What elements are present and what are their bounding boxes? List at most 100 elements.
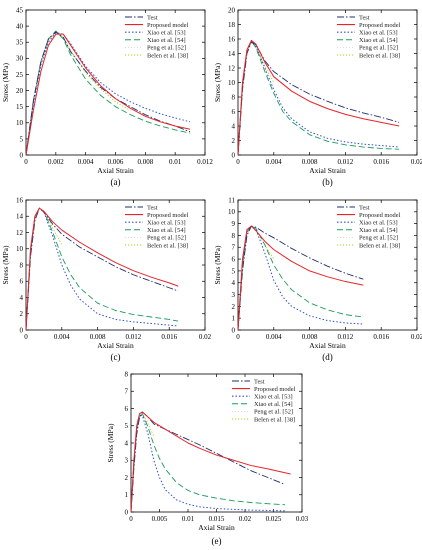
y-axis-label: Stress (MPa)	[1, 245, 10, 284]
legend-label: Xiao et al. [54]	[254, 401, 293, 408]
x-tick-label: 0.002	[48, 158, 64, 166]
y-tick-label: 8	[232, 232, 236, 240]
legend-label: Xiao et al. [54]	[147, 227, 186, 234]
legend-label: Proposed model	[147, 212, 189, 219]
x-tick-label: 0.015	[209, 515, 225, 523]
y-tick-label: 14	[16, 213, 24, 221]
series-line	[237, 225, 364, 331]
x-tick-label: 0.02	[411, 333, 422, 341]
legend-label: Belen et al. [38]	[359, 242, 400, 249]
x-tick-label: 0.01	[182, 515, 195, 523]
y-tick-label: 4	[232, 279, 236, 287]
x-tick-label: 0.02	[411, 158, 422, 166]
series-line	[237, 225, 364, 331]
legend-label: Proposed model	[147, 22, 189, 29]
y-tick-label: 5	[125, 422, 129, 430]
y-tick-label: 5	[20, 135, 24, 143]
y-tick-label: 15	[16, 103, 24, 111]
series-line	[25, 32, 191, 156]
x-tick-label: 0	[236, 158, 240, 166]
series-line	[25, 32, 131, 156]
x-axis-label: Axial Strain	[97, 166, 134, 175]
legend-label: Peng et al. [52]	[147, 45, 186, 52]
series-line	[25, 207, 179, 331]
x-tick-label: 0.02	[239, 515, 252, 523]
series-line	[130, 411, 286, 513]
legend-label: Belen et al. [38]	[254, 416, 295, 423]
y-tick-label: 6	[20, 278, 24, 286]
y-tick-label: 11	[228, 196, 235, 204]
panel-caption: (b)	[322, 177, 333, 187]
x-axis-label: Axial Strain	[309, 341, 346, 350]
legend-label: Peng et al. [52]	[359, 45, 398, 52]
y-tick-label: 2	[20, 310, 24, 318]
y-tick-label: 10	[228, 79, 236, 87]
y-tick-label: 4	[20, 294, 24, 302]
legend-label: Test	[359, 14, 370, 21]
x-tick-label: 0.006	[108, 158, 124, 166]
x-tick-label: 0.012	[338, 158, 354, 166]
y-tick-label: 0	[20, 326, 24, 334]
y-tick-label: 14	[228, 50, 236, 58]
y-tick-label: 5	[232, 267, 236, 275]
legend-label: Belen et al. [38]	[147, 52, 188, 59]
legend-label: Xiao et al. [54]	[359, 227, 398, 234]
series-line	[25, 207, 179, 331]
series-line	[25, 31, 191, 156]
legend-label: Test	[254, 378, 265, 385]
legend-label: Proposed model	[359, 22, 401, 29]
y-tick-label: 0	[232, 151, 236, 159]
y-tick-label: 2	[232, 137, 236, 145]
series-line	[130, 414, 285, 513]
x-tick-label: 0.004	[266, 158, 282, 166]
x-tick-label: 0.01	[169, 158, 182, 166]
y-tick-label: 10	[16, 119, 24, 127]
legend-label: Proposed model	[254, 386, 296, 393]
y-tick-label: 8	[125, 370, 129, 378]
y-tick-label: 10	[16, 245, 24, 253]
y-tick-label: 35	[16, 39, 24, 47]
x-tick-label: 0.02	[199, 333, 212, 341]
x-tick-label: 0.004	[266, 333, 282, 341]
legend-label: Xiao et al. [53]	[359, 220, 398, 227]
series-line	[130, 413, 285, 513]
y-tick-label: 7	[232, 244, 236, 252]
legend-label: Test	[359, 204, 370, 211]
x-tick-label: 0.008	[90, 333, 106, 341]
y-tick-label: 6	[232, 108, 236, 116]
x-axis-label: Axial Strain	[97, 341, 134, 350]
chart-panel: 0 0.002 0.004 0.006 0.008 0.01 0.012 0 5 10 15 20 25…	[1, 6, 213, 187]
chart-panel: 0 0.004 0.008 0.012 0.016 0.02 0 2 4 6 8 10 12 14 16 Ax…	[1, 196, 212, 362]
y-tick-label: 6	[232, 255, 236, 263]
y-tick-label: 16	[16, 196, 24, 204]
x-tick-label: 0	[24, 333, 28, 341]
legend-label: Xiao et al. [54]	[147, 37, 186, 44]
series-line	[237, 39, 400, 156]
legend-label: Proposed model	[359, 212, 401, 219]
panel-caption: (d)	[322, 352, 333, 362]
series-line	[237, 41, 400, 156]
series-line	[130, 413, 155, 513]
y-tick-label: 30	[16, 55, 24, 63]
legend-label: Xiao et al. [53]	[147, 220, 186, 227]
y-tick-label: 1	[232, 315, 236, 323]
y-tick-label: 45	[16, 6, 24, 14]
y-axis-label: Stress (MPa)	[213, 245, 222, 284]
legend-label: Belen et al. [38]	[359, 52, 400, 59]
x-tick-label: 0.016	[161, 333, 177, 341]
x-tick-label: 0.008	[302, 158, 318, 166]
chart-panel: 0 0.004 0.008 0.012 0.016 0.02 0 1 2 3 4 5 6 7 8 9 10 11 A…	[213, 196, 422, 362]
y-tick-label: 20	[16, 87, 24, 95]
y-tick-label: 2	[232, 303, 236, 311]
x-tick-label: 0.005	[152, 515, 168, 523]
legend-label: Test	[147, 14, 158, 21]
series-line	[25, 33, 191, 156]
series-line	[237, 41, 275, 156]
y-tick-label: 12	[16, 229, 24, 237]
x-tick-label: 0.008	[302, 333, 318, 341]
y-tick-label: 12	[228, 64, 236, 72]
y-tick-label: 8	[232, 93, 236, 101]
chart-panel: 0 0.005 0.01 0.015 0.02 0.025 0.03 0 1 2 3 4 5 6 7 8 Axi…	[106, 370, 309, 546]
chart-panel: 0 0.004 0.008 0.012 0.016 0.02 0 2 4 6 8 10 12 14 16 18…	[213, 6, 422, 187]
